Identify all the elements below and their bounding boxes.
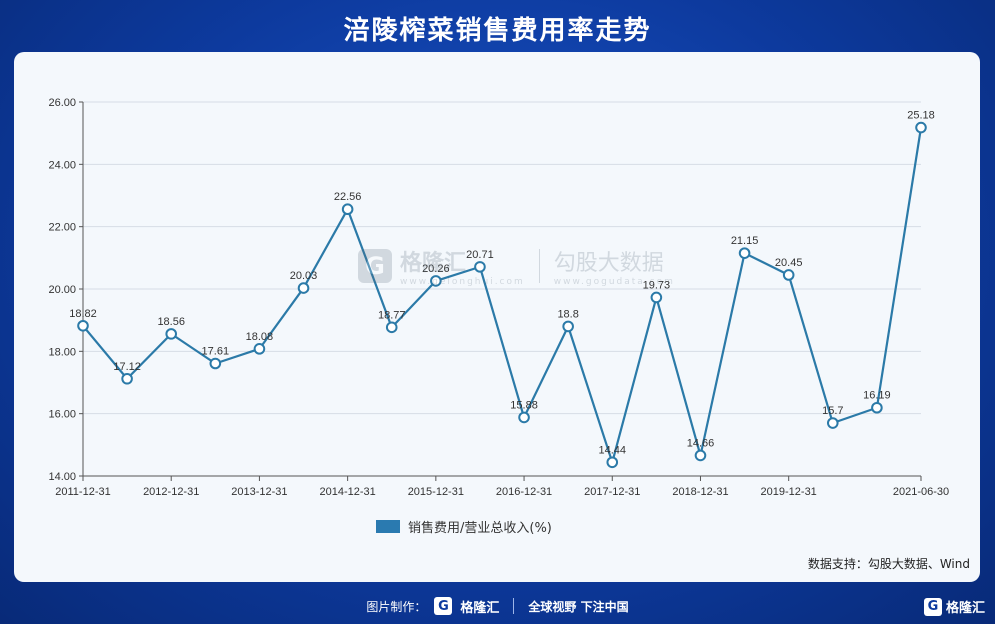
x-tick-label: 2011-12-31 [55,486,110,498]
data-label: 18.08 [246,331,274,343]
data-label: 18.8 [557,308,578,320]
x-tick-label: 2014-12-31 [319,486,375,498]
legend-label: 销售费用/营业总收入(%) [408,521,552,536]
data-label: 16.19 [863,390,891,402]
series-line [82,127,923,464]
x-tick-label: 2016-12-31 [496,486,552,498]
data-point [165,328,178,340]
data-label: 15.7 [822,405,843,417]
footer-logo-icon: G [434,597,453,615]
data-label: 18.56 [157,316,185,328]
y-tick-label: 22.00 [48,222,76,234]
data-label: 20.45 [775,257,803,269]
y-tick-label: 24.00 [48,159,76,171]
data-label: 20.26 [422,263,450,275]
watermark-divider [538,249,540,283]
data-point [606,456,619,469]
legend[interactable]: 销售费用/营业总收入(%) [376,517,552,536]
data-label: 20.71 [466,249,494,261]
data-point [297,282,310,294]
footer-made-by: 图片制作： [366,599,427,614]
data-label: 20.03 [290,270,318,282]
data-point [915,121,927,134]
data-label: 14.66 [687,437,715,449]
data-label: 21.15 [731,235,759,247]
x-tick-label: 2021-06-30 [893,486,949,498]
data-point [430,275,442,287]
x-tick-label: 2012-12-31 [143,486,199,498]
data-point [694,449,707,462]
data-label: 18.77 [378,309,406,321]
y-tick-label: 16.00 [48,409,76,421]
data-label: 19.73 [643,279,671,291]
data-point [341,203,354,216]
data-label: 18.82 [69,308,97,320]
watermark-brand: 格隆汇 [400,251,467,276]
data-point [782,269,795,281]
corner-brand: 格隆汇 [945,601,985,616]
y-tick-label: 20.00 [48,284,76,296]
data-point [77,319,89,332]
y-tick-label: 18.00 [48,346,76,358]
data-label: 14.44 [598,444,626,456]
data-point [121,372,133,385]
footer: 图片制作： G 格隆汇 全球视野 下注中国 [0,594,995,618]
data-label: 22.56 [334,191,362,203]
watermark-brand2-url: www.gogudata.com [553,277,675,287]
data-point [385,321,398,334]
data-label: 15.88 [510,399,538,411]
data-label: 17.61 [202,345,230,357]
x-tick-label: 2018-12-31 [672,486,728,498]
footer-brand: 格隆汇 [460,600,500,616]
page-title: 涪陵榨菜销售费用率走势 [343,16,652,46]
legend-swatch [376,520,400,533]
line-chart: 14.00 16.00 18.00 20.00 22.00 24.00 26.00 2011-… [48,97,949,498]
source-note: 数据支持：勾股大数据、Wind [807,557,970,571]
x-tick-label: 2019-12-31 [761,486,817,498]
data-point [253,343,266,355]
data-point [826,417,839,429]
data-point [518,411,530,424]
data-point [738,247,751,259]
watermark: G 格隆汇 www.gelonghui.com 勾股大数据 www.goguda… [358,245,675,287]
x-tick-label: 2017-12-31 [584,486,640,498]
x-tick-label: 2015-12-31 [408,486,464,498]
data-point [474,261,486,273]
data-point [209,357,222,370]
data-label: 17.12 [113,361,141,373]
data-label: 25.18 [907,110,935,122]
watermark-brand-url: www.gelonghui.com [400,277,525,287]
chart-panel: 14.00 16.00 18.00 20.00 22.00 24.00 26.00 2011-… [14,52,980,582]
x-tick-label: 2013-12-31 [231,486,287,498]
y-tick-label: 14.00 [48,471,76,483]
data-point [562,320,574,333]
corner-logo: G 格隆汇 [923,597,985,616]
footer-slogan: 全球视野 下注中国 [528,599,629,614]
corner-logo-icon: G [923,597,942,616]
data-point [650,291,663,304]
watermark-brand2: 勾股大数据 [553,251,664,276]
data-point [871,401,883,414]
gelonghui-logo-icon: G [358,249,392,283]
y-tick-label: 26.00 [48,97,76,109]
footer-divider [513,598,515,614]
